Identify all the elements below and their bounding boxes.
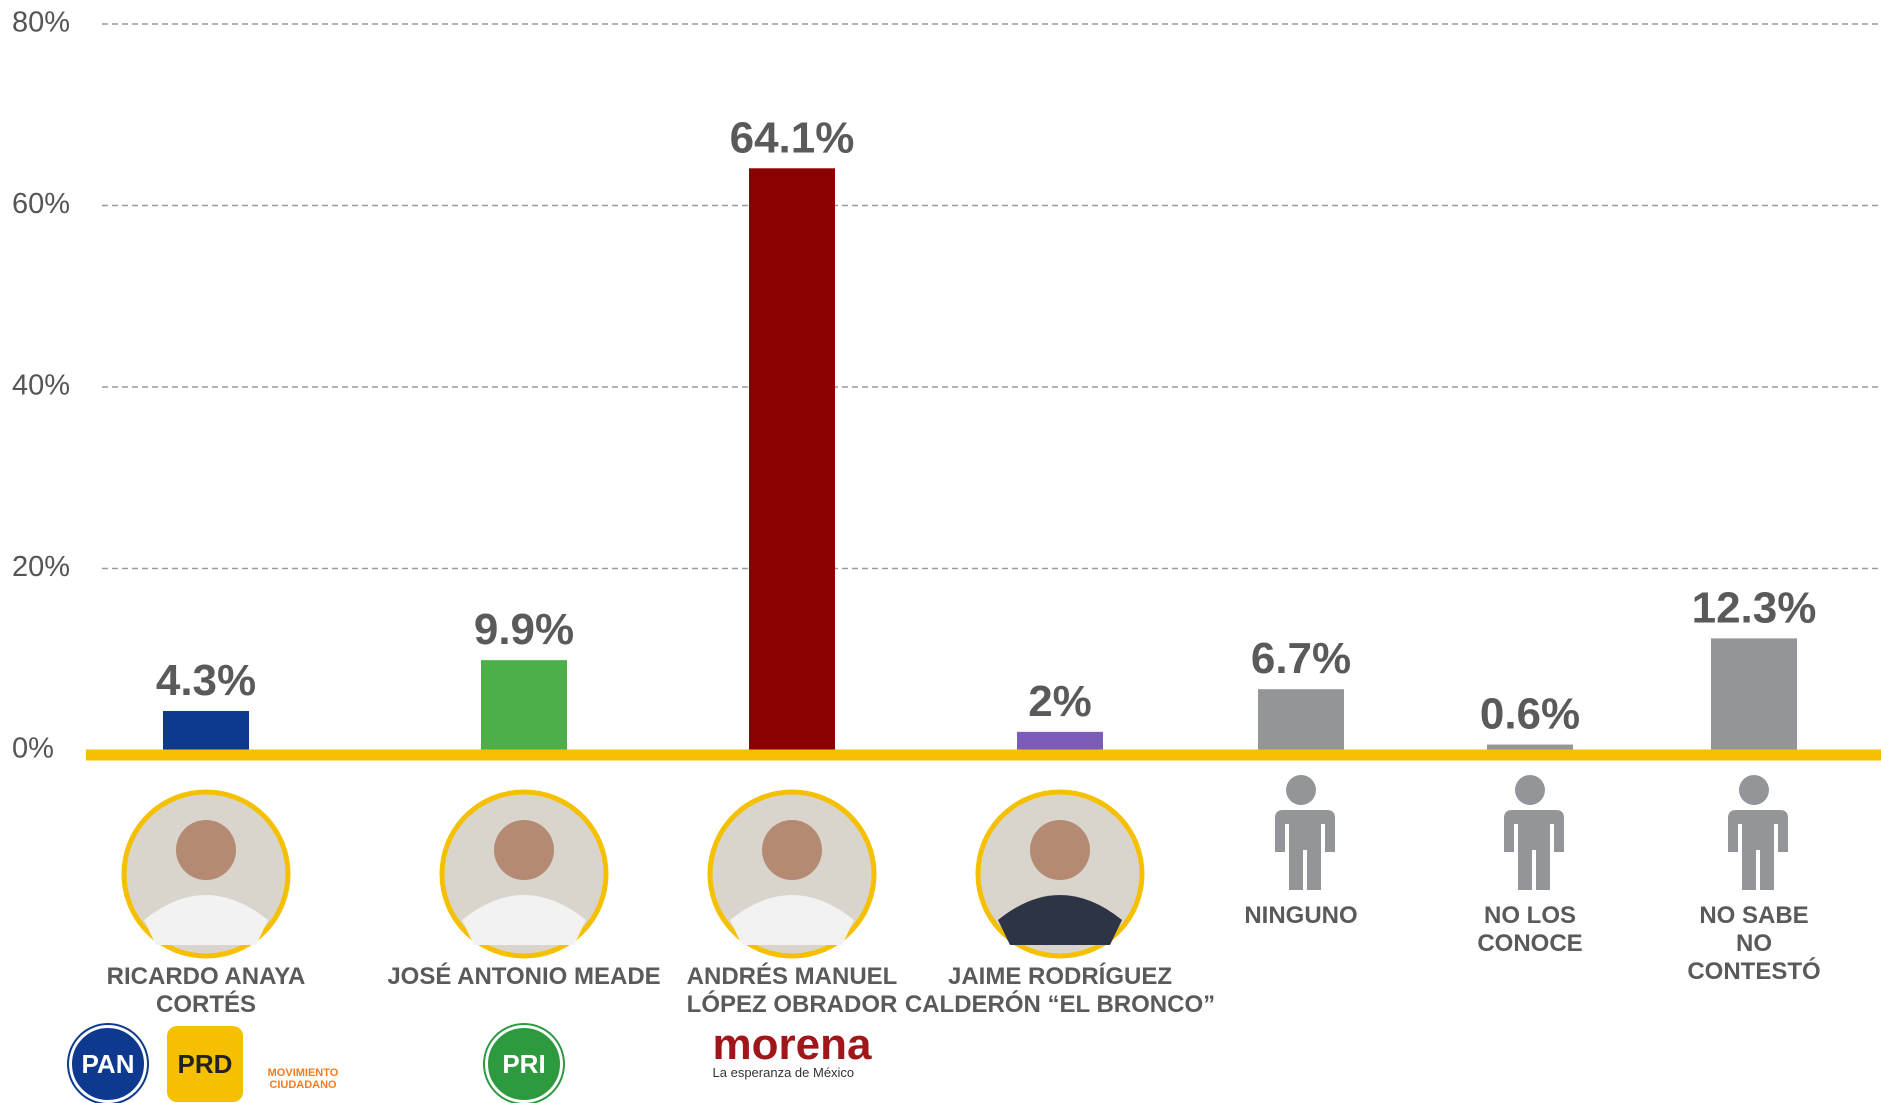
photo-head [176, 820, 236, 880]
logo-subtext: La esperanza de México [713, 1065, 855, 1080]
bar [481, 660, 567, 750]
y-tick-label: 80% [12, 7, 70, 39]
category-label: JAIME RODRÍGUEZ CALDERÓN “EL BRONCO” [905, 963, 1215, 1019]
category-label: JOSÉ ANTONIO MEADE [387, 963, 660, 991]
person-icon [1275, 775, 1335, 890]
party-logo: MOVIMIENTO CIUDADANO [263, 1067, 343, 1091]
y-tick-label: 20% [12, 551, 70, 583]
category-label: ANDRÉS MANUEL LÓPEZ OBRADOR [687, 963, 898, 1019]
person-head [1286, 775, 1316, 805]
y-tick-label: 60% [12, 188, 70, 220]
value-label: 6.7% [1251, 634, 1351, 683]
party-logos: PAN PRD MOVIMIENTO CIUDADANO [69, 1025, 343, 1103]
value-label: 12.3% [1692, 583, 1817, 632]
candidate-photo [978, 792, 1142, 956]
photo-head [762, 820, 822, 880]
bar [1487, 745, 1573, 750]
person-head [1515, 775, 1545, 805]
person-icon [1728, 775, 1788, 890]
value-label: 2% [1028, 677, 1092, 726]
person-body [1504, 810, 1564, 890]
person-body [1275, 810, 1335, 890]
logo-text: morena [713, 1025, 872, 1065]
candidate-photo [124, 792, 288, 956]
page: {"chart_data": { "type": "bar", "categor… [0, 0, 1881, 1093]
value-label: 64.1% [730, 113, 855, 162]
chart: 0% 20% 40% 60% 80% 4.3% 9.9% 64.1% 2% 6.7% 0.6% 12.… [0, 0, 1881, 1093]
candidate-photo [442, 792, 606, 956]
candidate-photo [710, 792, 874, 956]
y-tick-label: 40% [12, 370, 70, 402]
category-label: NINGUNO [1244, 902, 1357, 930]
value-label: 0.6% [1480, 690, 1580, 739]
person-body [1728, 810, 1788, 890]
photo-head [1030, 820, 1090, 880]
bar [1711, 638, 1797, 750]
party-logo: PRD [169, 1028, 241, 1100]
value-label: 4.3% [156, 656, 256, 705]
y-tick-label: 0% [12, 733, 54, 765]
party-logo: PRI [485, 1025, 563, 1103]
person-icon [1504, 775, 1564, 890]
category-label: RICARDO ANAYA CORTÉS [107, 963, 306, 1019]
photo-head [494, 820, 554, 880]
bar [163, 711, 249, 750]
bar [749, 168, 835, 750]
party-logos: PRI [485, 1025, 563, 1103]
value-label: 9.9% [474, 605, 574, 654]
category-label: NO SABE NO CONTESTÓ [1687, 902, 1820, 986]
party-logo: PAN [69, 1025, 147, 1103]
bar [1258, 689, 1344, 750]
person-head [1739, 775, 1769, 805]
bar [1017, 732, 1103, 750]
category-label: NO LOS CONOCE [1477, 902, 1582, 958]
